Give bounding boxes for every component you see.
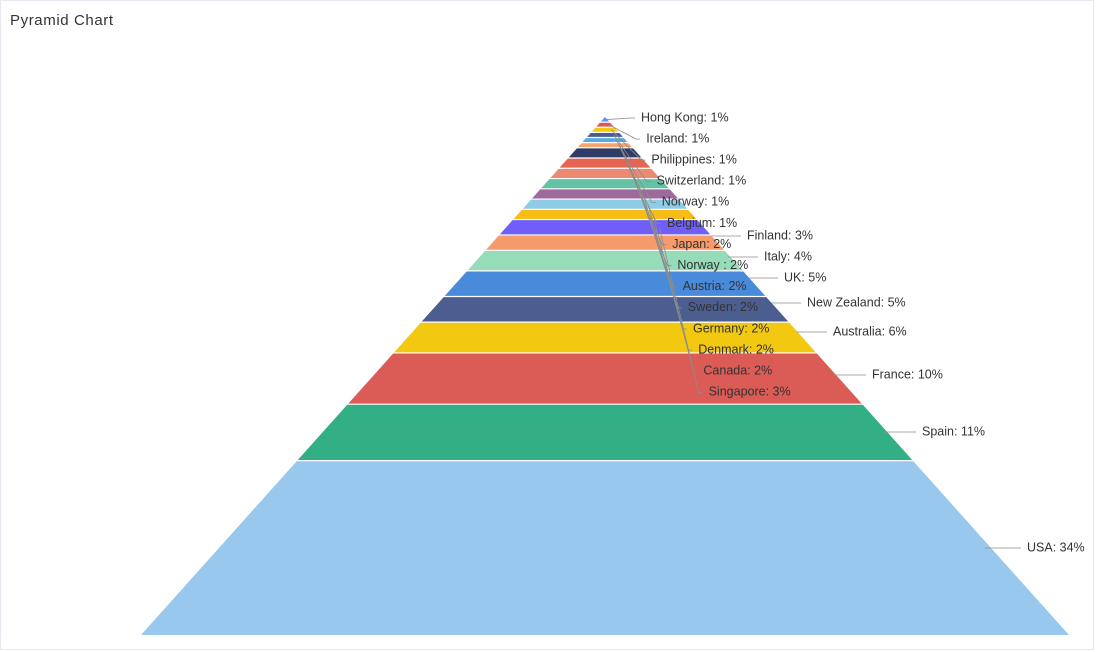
slice-finland-14[interactable] — [486, 235, 724, 250]
data-label-belgium-5: Belgium: 1% — [667, 216, 737, 230]
data-label-japan-6: Japan: 2% — [672, 237, 731, 251]
slice-spain-20[interactable] — [297, 404, 913, 461]
data-label-singapore-13: Singapore: 3% — [709, 385, 791, 399]
slice-norway-7[interactable] — [559, 158, 651, 168]
slice-italy-15[interactable] — [467, 250, 743, 271]
data-label-finland-14: Finland: 3% — [747, 228, 813, 242]
label-leader-line — [606, 117, 635, 120]
slice-germany-10[interactable] — [532, 189, 678, 199]
data-label-spain-20: Spain: 11% — [922, 424, 985, 438]
label-leader-line — [642, 193, 687, 330]
label-leader-line — [658, 227, 703, 393]
data-label-australia-18: Australia: 6% — [833, 324, 907, 338]
slice-hong-kong-0[interactable] — [600, 117, 610, 122]
data-label-sweden-9: Sweden: 2% — [688, 300, 758, 314]
data-label-norway-7: Norway : 2% — [677, 258, 748, 272]
slice-australia-18[interactable] — [394, 322, 816, 353]
chart-title: Pyramid Chart — [10, 12, 114, 29]
slice-ireland-1[interactable] — [596, 122, 614, 127]
label-leader-line — [611, 129, 646, 161]
slice-usa-21[interactable] — [141, 461, 1069, 635]
data-label-denmark-11: Denmark: 2% — [698, 342, 774, 356]
slice-canada-12[interactable] — [513, 209, 697, 219]
label-leader-line — [608, 124, 641, 140]
data-label-hong-kong-0: Hong Kong: 1% — [641, 110, 729, 124]
slice-switzerland-3[interactable] — [587, 132, 623, 137]
slice-philippines-2[interactable] — [591, 127, 619, 132]
slice-new-zealand-17[interactable] — [421, 297, 789, 322]
data-label-norway-4: Norway: 1% — [662, 195, 729, 209]
data-label-new-zealand-17: New Zealand: 5% — [807, 295, 906, 309]
slice-norway-4[interactable] — [582, 138, 628, 143]
data-label-germany-10: Germany: 2% — [693, 321, 769, 335]
data-label-philippines-2: Philippines: 1% — [651, 152, 736, 166]
slice-japan-6[interactable] — [568, 148, 642, 158]
data-label-austria-8: Austria: 2% — [683, 279, 747, 293]
data-label-canada-12: Canada: 2% — [703, 363, 772, 377]
data-label-france-19: France: 10% — [872, 367, 943, 381]
data-label-uk-16: UK: 5% — [784, 270, 826, 284]
label-leader-line — [637, 183, 682, 309]
slice-uk-16[interactable] — [444, 271, 766, 296]
label-leader-line — [616, 139, 656, 203]
data-label-switzerland-3: Switzerland: 1% — [657, 174, 747, 188]
data-label-italy-15: Italy: 4% — [764, 249, 812, 263]
slice-sweden-9[interactable] — [541, 179, 669, 189]
label-leader-line — [618, 145, 661, 224]
data-label-ireland-1: Ireland: 1% — [646, 131, 709, 145]
label-leader-line — [613, 134, 651, 182]
data-label-usa-21: USA: 34% — [1027, 540, 1085, 554]
slice-france-19[interactable] — [348, 353, 862, 404]
slice-belgium-5[interactable] — [577, 143, 633, 148]
label-leader-line — [632, 173, 677, 288]
